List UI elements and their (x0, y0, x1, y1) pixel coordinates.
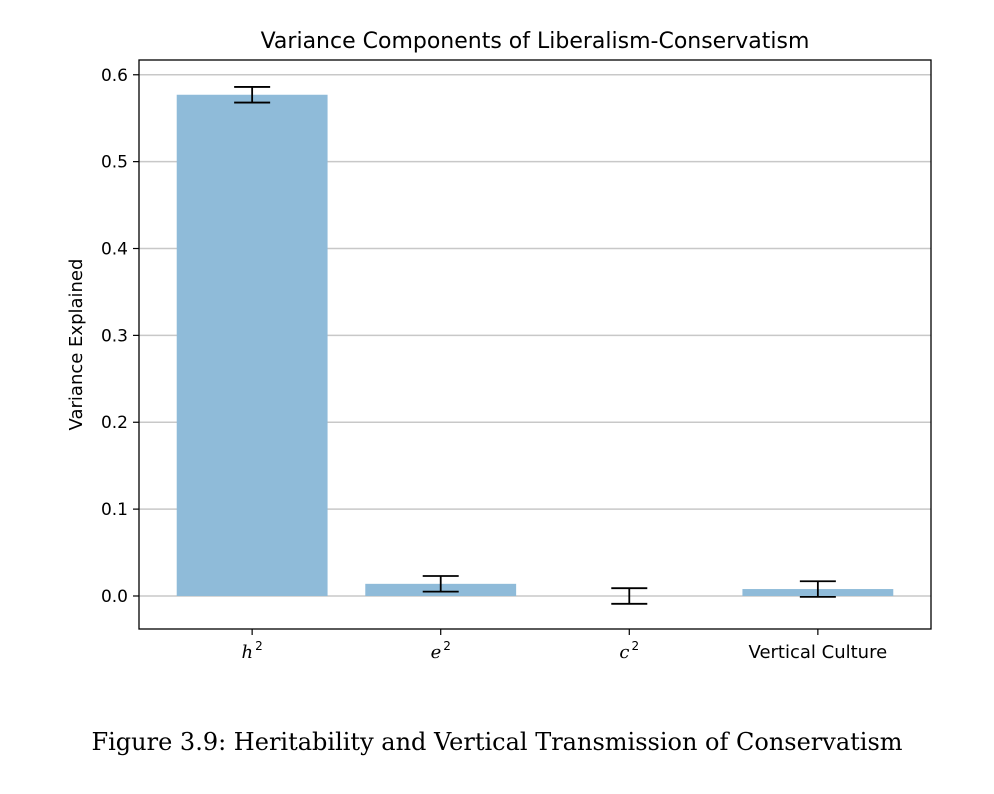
chart: 0.0 0.1 0.2 0.3 0.4 0.5 0.6 h 2 e 2 c 2 Vertical Cul… (66, 29, 932, 663)
x-axis-ticks: h 2 e 2 c 2 Vertical Culture (242, 629, 888, 663)
y-tick-label: 0.2 (101, 413, 128, 433)
y-tick-label: 0.6 (101, 66, 128, 86)
y-tick-label: 0.1 (101, 500, 128, 520)
y-axis-label: Variance Explained (66, 259, 87, 431)
error-bars (234, 86, 836, 605)
x-tick-label: Vertical Culture (749, 642, 888, 663)
y-tick-label: 0.5 (101, 153, 128, 173)
chart-title: Variance Components of Liberalism-Conser… (261, 29, 810, 54)
y-tick-label: 0.4 (101, 240, 128, 260)
y-tick-label: 0.0 (101, 587, 128, 607)
y-axis-ticks: 0.0 0.1 0.2 0.3 0.4 0.5 0.6 (101, 66, 139, 607)
plot-frame (138, 59, 932, 630)
bar (176, 94, 328, 596)
y-tick-label: 0.3 (101, 326, 128, 346)
bars (176, 94, 894, 596)
figure-caption: Figure 3.9: Heritability and Vertical Tr… (91, 728, 903, 756)
